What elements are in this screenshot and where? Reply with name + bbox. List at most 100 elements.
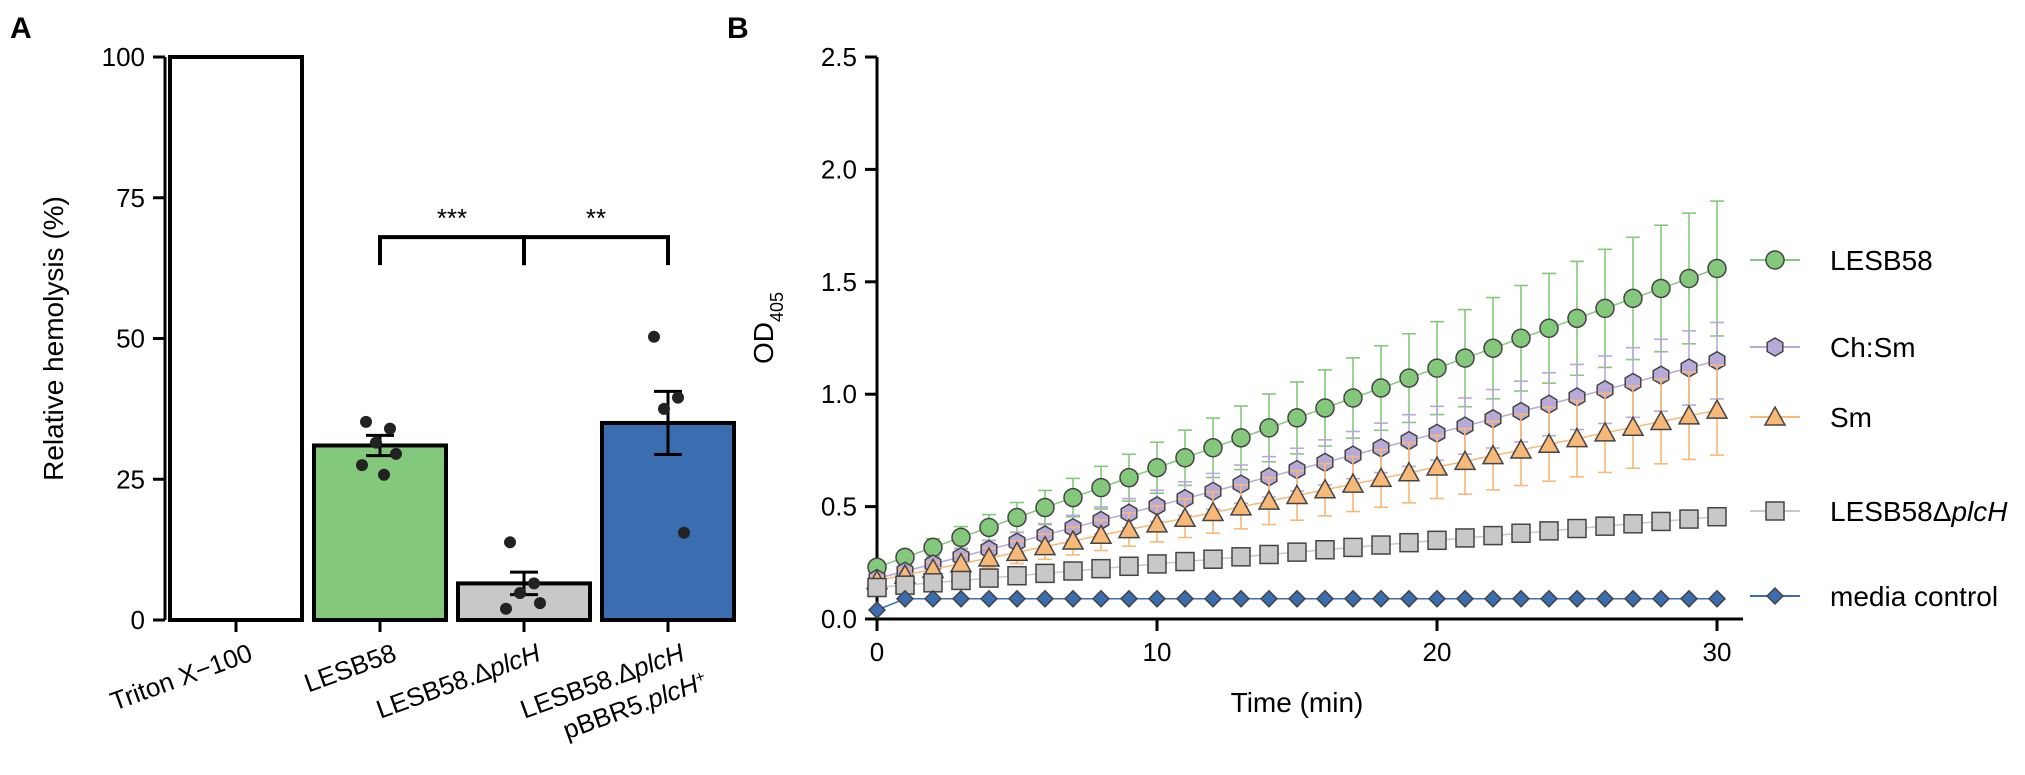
data-point: [356, 459, 368, 472]
legend-marker: [1765, 501, 1785, 521]
data-point: [1259, 544, 1279, 565]
text-part: media control: [1830, 581, 1998, 612]
data-point: [1343, 388, 1363, 408]
data-point: [1231, 589, 1251, 608]
x-axis-label: Time (min): [1231, 687, 1364, 718]
data-point: [1231, 428, 1251, 448]
data-point: [923, 589, 943, 608]
data-point: [534, 597, 546, 610]
data-point: [1287, 589, 1307, 608]
data-point: [1651, 511, 1671, 532]
data-point: [1595, 516, 1615, 536]
data-point: [1539, 589, 1559, 608]
y-tick-label: 2.5: [821, 42, 857, 72]
data-point: [1539, 318, 1559, 339]
data-point: [1567, 308, 1587, 329]
significance-bracket: [522, 235, 670, 266]
data-point: [1483, 589, 1503, 608]
significance-label: ***: [437, 203, 467, 233]
data-point: [1623, 514, 1643, 534]
data-point: [1091, 589, 1111, 608]
data-point: [514, 586, 526, 599]
data-point: [1203, 438, 1223, 458]
y-tick-label: 1.5: [821, 267, 857, 297]
data-point: [1145, 512, 1169, 533]
data-point: [1147, 589, 1167, 608]
data-point: [1371, 535, 1391, 555]
chart-b: 0.0 0.5 1.0 1.5 2.0 2.5 0 10 20 30 Time (min) OD405…: [748, 42, 2008, 718]
data-point: [1705, 398, 1729, 419]
data-point: [1707, 506, 1727, 527]
data-point: [1343, 537, 1363, 558]
data-point: [1511, 523, 1531, 543]
data-point: [504, 536, 516, 549]
data-point: [1593, 421, 1617, 442]
data-point: [895, 589, 915, 608]
data-point: [1707, 258, 1727, 279]
data-point: [658, 402, 670, 415]
data-point: [1621, 415, 1645, 436]
legend-marker: [1763, 405, 1787, 426]
data-point: [1427, 358, 1447, 378]
data-point: [1679, 589, 1699, 608]
data-point: [672, 391, 684, 404]
data-point: [1425, 455, 1449, 476]
data-point: [1063, 487, 1083, 508]
data-point: [1483, 525, 1503, 546]
data-point: [1257, 489, 1281, 510]
data-point: [1651, 278, 1671, 299]
panel-label-a: A: [10, 12, 32, 45]
y-tick-label: 0.5: [821, 492, 857, 522]
data-point: [951, 527, 971, 548]
data-point: [1119, 467, 1139, 488]
data-point: [979, 517, 999, 538]
data-point: [1091, 558, 1111, 579]
y-tick-label: 0.0: [821, 604, 857, 634]
data-point: [1341, 472, 1365, 493]
data-point: [1173, 506, 1197, 527]
data-point: [1567, 589, 1587, 608]
data-point: [1119, 556, 1139, 577]
data-point: [1007, 589, 1027, 608]
data-point: [1007, 507, 1027, 528]
data-point: [1511, 328, 1531, 348]
data-point: [500, 602, 512, 615]
y-tick-label: 0: [131, 605, 145, 635]
data-point: [977, 546, 1001, 567]
data-point: [1033, 535, 1057, 556]
data-point: [951, 570, 971, 591]
data-point: [1089, 523, 1113, 545]
data-point: [1203, 549, 1223, 569]
data-point: [1259, 589, 1279, 608]
data-point: [370, 436, 382, 449]
y-axis-label: Relative hemolysis (%): [38, 196, 69, 481]
x-tick-label: 10: [1143, 637, 1172, 667]
data-point: [1567, 518, 1587, 539]
data-point: [1287, 542, 1307, 562]
data-point: [1035, 589, 1055, 608]
y-tick-label: 50: [116, 324, 145, 354]
data-point: [1119, 589, 1139, 608]
data-point: [1677, 404, 1701, 425]
legend-label: Ch:Sm: [1830, 332, 1916, 363]
x-tick-label: LESB58.ΔplcH: [372, 637, 544, 724]
data-point: [1203, 589, 1223, 608]
significance-bracket: [378, 235, 526, 266]
text-part: plcH: [484, 637, 544, 683]
data-point: [951, 589, 971, 608]
data-point: [1035, 497, 1055, 518]
legend-marker: [1765, 586, 1785, 606]
chart-a: 0 25 50 75 100 Relative hemolysis (%) Triton X…: [38, 42, 736, 745]
data-point: [1371, 378, 1391, 398]
data-point: [1091, 477, 1111, 498]
data-point: [1175, 551, 1195, 572]
text-part: LESB58: [300, 637, 400, 698]
x-tick-label: LESB58: [300, 637, 400, 698]
text-part: plcH: [1950, 496, 2008, 527]
data-point: [678, 526, 690, 539]
data-point: [1201, 500, 1225, 522]
legend-label: LESB58: [1830, 245, 1933, 276]
data-point: [1005, 540, 1029, 562]
data-point: [1315, 589, 1335, 608]
